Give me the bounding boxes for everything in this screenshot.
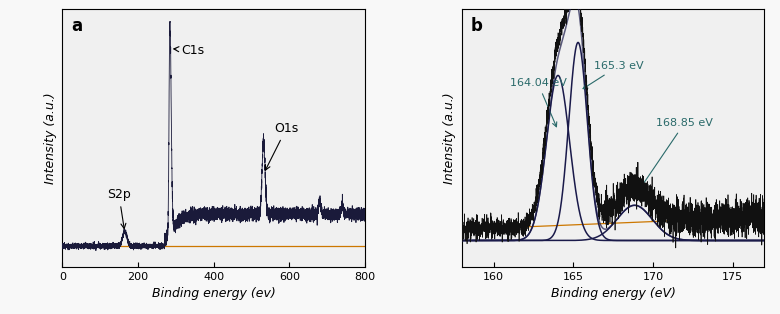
Y-axis label: Intensity (a.u.): Intensity (a.u.)	[44, 92, 57, 184]
X-axis label: Binding energy (ev): Binding energy (ev)	[152, 287, 275, 300]
Y-axis label: Intensity (a.u.): Intensity (a.u.)	[443, 92, 456, 184]
Text: 168.85 eV: 168.85 eV	[636, 118, 713, 193]
Text: C1s: C1s	[174, 44, 204, 57]
Text: b: b	[471, 17, 483, 35]
Text: S2p: S2p	[107, 188, 131, 229]
Text: O1s: O1s	[265, 122, 299, 170]
X-axis label: Binding energy (eV): Binding energy (eV)	[551, 287, 675, 300]
Text: 165.3 eV: 165.3 eV	[583, 61, 644, 89]
Text: 164.04 eV: 164.04 eV	[509, 78, 566, 127]
Text: a: a	[72, 17, 83, 35]
